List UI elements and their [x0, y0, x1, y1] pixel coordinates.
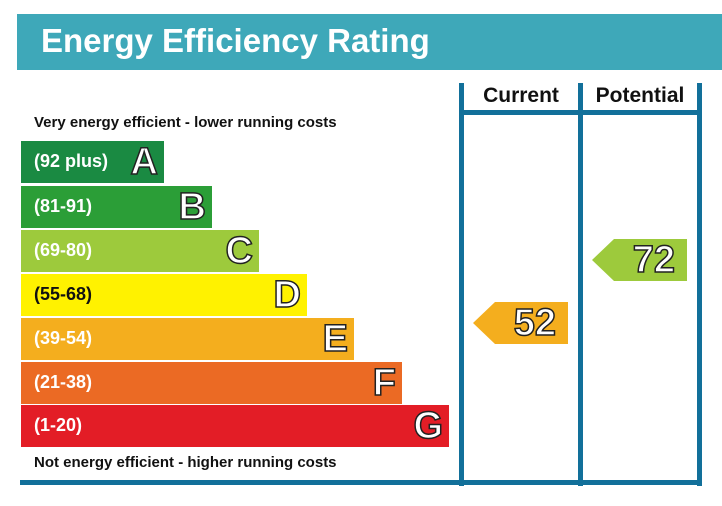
band-range: (92 plus): [34, 151, 109, 171]
frame-line: [459, 83, 464, 486]
band-range: (55-68): [34, 284, 93, 304]
band-range: (1-20): [34, 415, 83, 435]
column-header-potential: Potential: [595, 84, 685, 107]
bottom-line: [20, 480, 702, 485]
band-letter: D: [273, 273, 302, 317]
current-rating-arrow: 52: [473, 301, 568, 345]
band-letter: G: [413, 404, 444, 448]
potential-rating-arrow: 72: [592, 238, 687, 282]
band-a: (92 plus) A: [21, 140, 164, 184]
band-b: (81-91) B: [21, 185, 212, 229]
top-note: Very energy efficient - lower running co…: [34, 114, 337, 131]
band-letter: E: [322, 317, 349, 361]
column-header-current: Current: [483, 84, 559, 107]
current-rating-value: 52: [513, 301, 557, 345]
potential-rating-value: 72: [632, 238, 676, 282]
bottom-note: Not energy efficient - higher running co…: [34, 454, 337, 471]
band-e: (39-54) E: [21, 317, 354, 361]
band-letter: B: [178, 185, 207, 229]
band-g: (1-20) G: [21, 404, 449, 448]
frame-line: [578, 83, 583, 486]
band-d: (55-68) D: [21, 273, 307, 317]
band-range: (81-91): [34, 196, 93, 216]
band-range: (39-54): [34, 328, 93, 348]
band-range: (21-38): [34, 372, 93, 392]
band-range: (69-80): [34, 240, 93, 260]
band-c: (69-80) C: [21, 229, 259, 273]
chart-title: Energy Efficiency Rating: [41, 22, 430, 59]
title-bar: Energy Efficiency Rating: [17, 14, 722, 70]
header-divider: [459, 110, 702, 115]
band-letter: A: [130, 140, 159, 184]
frame-line: [697, 83, 702, 486]
band-letter: F: [372, 361, 397, 405]
band-letter: C: [225, 229, 254, 273]
band-f: (21-38) F: [21, 361, 402, 405]
